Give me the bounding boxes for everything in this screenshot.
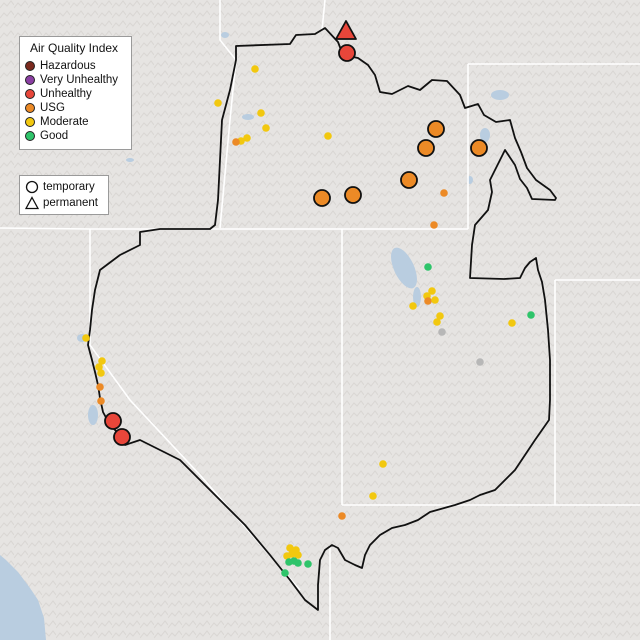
legend-label: Unhealthy [40, 88, 92, 100]
permanent-monitor-marker [335, 20, 357, 40]
monitor-marker [440, 189, 448, 197]
monitor-marker [257, 109, 265, 117]
monitor-marker [436, 312, 444, 320]
region-boundary [87, 27, 557, 611]
legend-item-very-unhealthy: Very Unhealthy [25, 73, 118, 87]
monitor-marker [97, 369, 105, 377]
temporary-monitor-marker [313, 189, 331, 207]
legend-title: Air Quality Index [30, 41, 119, 55]
legend-label: USG [40, 102, 65, 114]
legend-label: Very Unhealthy [40, 74, 118, 86]
legend-item-permanent: permanent [25, 196, 98, 210]
monitor-marker [424, 263, 432, 271]
monitor-marker [409, 302, 417, 310]
temporary-monitor-marker [338, 44, 356, 62]
legend-label: Good [40, 130, 69, 142]
monitor-marker [433, 318, 441, 326]
monitor-marker [294, 551, 302, 559]
legend-item-hazardous: Hazardous [25, 59, 96, 73]
temporary-monitor-marker [427, 120, 445, 138]
monitor-marker [508, 319, 516, 327]
monitor-marker [285, 558, 293, 566]
circle-icon [25, 180, 39, 194]
legend-label: permanent [43, 197, 98, 209]
monitor-marker [97, 397, 105, 405]
monitor-marker [283, 552, 291, 560]
legend-item-unhealthy: Unhealthy [25, 87, 92, 101]
monitor-marker [369, 492, 377, 500]
triangle-icon [25, 196, 39, 210]
monitor-marker [82, 334, 90, 342]
legend-item-usg: USG [25, 101, 65, 115]
ocean [0, 555, 46, 640]
aqi-legend: Air Quality Index Hazardous Very Unhealt… [19, 36, 132, 150]
monitor-marker [251, 65, 259, 73]
good-swatch [25, 131, 35, 141]
legend-item-temporary: temporary [25, 180, 95, 194]
monitor-marker [232, 138, 240, 146]
monitor-marker [294, 559, 302, 567]
monitor-marker [424, 297, 432, 305]
monitor-marker [281, 569, 289, 577]
moderate-swatch [25, 117, 35, 127]
usg-swatch [25, 103, 35, 113]
monitor-markers [82, 20, 535, 577]
monitor-marker [286, 544, 294, 552]
monitor-type-legend: temporary permanent [19, 175, 109, 215]
monitor-marker [262, 124, 270, 132]
legend-label: temporary [43, 181, 95, 193]
temporary-monitor-marker [400, 171, 418, 189]
monitor-marker [476, 358, 484, 366]
monitor-marker [379, 460, 387, 468]
unhealthy-swatch [25, 89, 35, 99]
temporary-monitor-marker [344, 186, 362, 204]
legend-item-moderate: Moderate [25, 115, 89, 129]
monitor-marker [324, 132, 332, 140]
legend-label: Moderate [40, 116, 89, 128]
monitor-marker [338, 512, 346, 520]
monitor-marker [304, 560, 312, 568]
monitor-marker [96, 383, 104, 391]
hazardous-swatch [25, 61, 35, 71]
temporary-monitor-marker [113, 428, 131, 446]
monitor-marker [430, 221, 438, 229]
monitor-marker [98, 357, 106, 365]
legend-item-good: Good [25, 129, 68, 143]
monitor-marker [428, 287, 436, 295]
monitor-marker [431, 296, 439, 304]
very-unhealthy-swatch [25, 75, 35, 85]
temporary-monitor-marker [470, 139, 488, 157]
monitor-marker [243, 134, 251, 142]
legend-label: Hazardous [40, 60, 96, 72]
temporary-monitor-marker [417, 139, 435, 157]
monitor-marker [214, 99, 222, 107]
monitor-marker [95, 363, 103, 371]
temporary-monitor-marker [104, 412, 122, 430]
monitor-marker [527, 311, 535, 319]
monitor-marker [438, 328, 446, 336]
